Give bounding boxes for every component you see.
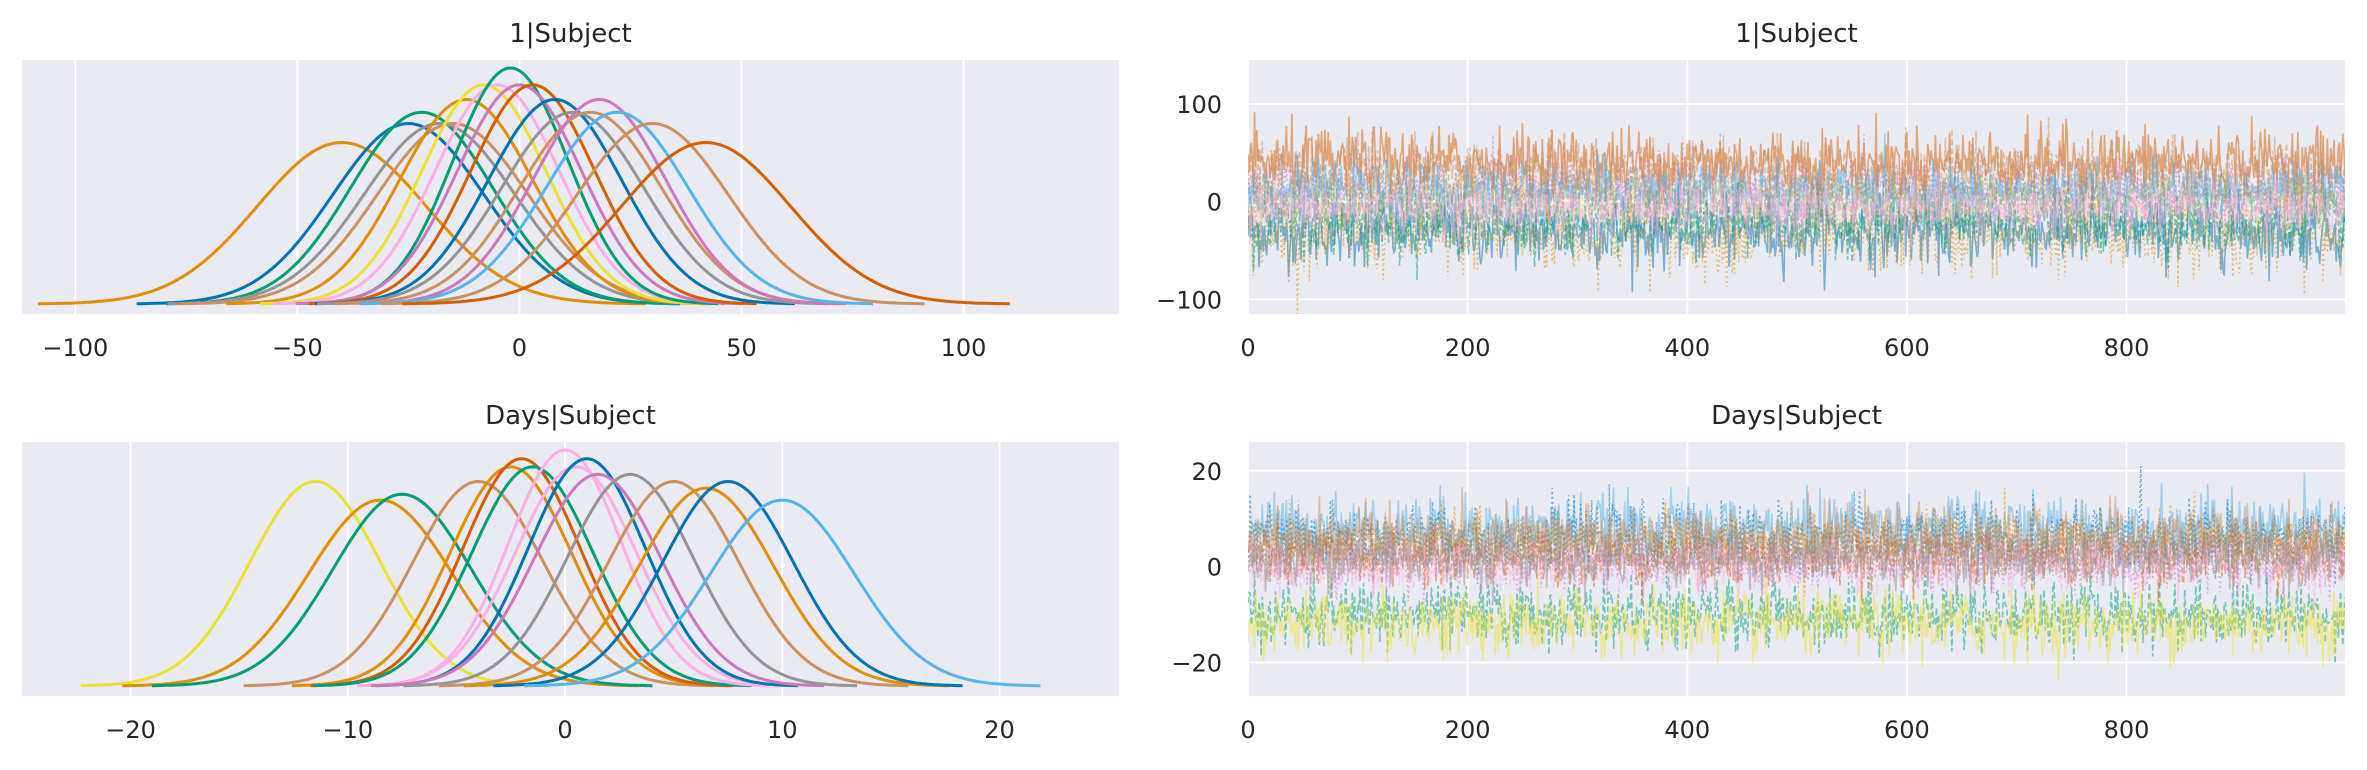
x-tick-label: 50 — [726, 334, 757, 362]
kde-series-line — [243, 479, 713, 688]
kde-series-line — [37, 140, 646, 306]
kde-series-line — [356, 465, 795, 688]
panel-trace-intercept: 1|Subject 0 200 400 600 800 −100 0 100 — [1156, 19, 2345, 362]
panel-title: 1|Subject — [1735, 19, 1858, 49]
x-tick-label: −20 — [105, 716, 156, 744]
kde-series-line — [313, 465, 752, 688]
x-tick-label: 400 — [1664, 716, 1710, 744]
kde-series-line — [380, 121, 925, 306]
x-tick-label: 20 — [984, 716, 1015, 744]
kde-series-line — [361, 110, 873, 306]
x-tick-label: −50 — [272, 334, 323, 362]
trace-series-line — [1248, 152, 2345, 247]
trace-series-line — [1248, 573, 2345, 680]
x-tick-label: 100 — [941, 334, 987, 362]
kde-series-line — [308, 83, 757, 306]
kde-series-line — [260, 83, 708, 306]
kde-series-line — [165, 110, 678, 306]
kde-series-line — [310, 457, 733, 688]
trace-series-line — [1248, 505, 2345, 606]
y-tick-label: 20 — [1191, 458, 1222, 486]
panel-title: Days|Subject — [485, 401, 656, 431]
kde-series-line — [273, 83, 722, 306]
plot-background — [22, 442, 1119, 696]
x-tick-label: 200 — [1445, 716, 1491, 744]
kde-series-line — [316, 110, 829, 306]
kde-series-line — [122, 498, 639, 688]
kde-series-line — [402, 140, 1010, 306]
x-tick-label: 600 — [1884, 716, 1930, 744]
kde-series-line — [295, 83, 744, 306]
kde-series-line — [167, 121, 712, 306]
x-tick-label: 800 — [2104, 716, 2150, 744]
kde-series-line — [439, 479, 909, 688]
kde-series-line — [493, 479, 963, 688]
panel-trace-days: Days|Subject 0 200 400 600 800 −20 0 20 — [1171, 401, 2345, 744]
x-tick-label: 0 — [512, 334, 527, 362]
trace-series-line — [1248, 472, 2345, 581]
panel-title: 1|Subject — [509, 19, 632, 49]
y-tick-label: 0 — [1207, 189, 1222, 217]
x-tick-label: 10 — [767, 716, 798, 744]
kde-series-line — [226, 97, 707, 306]
x-tick-label: 400 — [1664, 334, 1710, 362]
x-tick-label: 200 — [1445, 334, 1491, 362]
x-tick-label: 0 — [557, 716, 572, 744]
y-tick-label: −20 — [1171, 649, 1222, 677]
kde-series-line — [80, 479, 550, 688]
y-tick-label: −100 — [1156, 286, 1222, 314]
panel-title: Days|Subject — [1711, 401, 1882, 431]
panel-kde-days: Days|Subject −20 −10 0 10 20 — [22, 401, 1119, 744]
y-tick-label: 0 — [1207, 554, 1222, 582]
kde-series-line — [370, 472, 825, 688]
trace-series-line — [1248, 166, 2345, 242]
panel-kde-intercept: 1|Subject −100 −50 0 50 100 — [22, 19, 1119, 362]
plot-background — [22, 60, 1119, 314]
x-tick-label: −100 — [42, 334, 108, 362]
trace-series-line — [1248, 163, 2345, 248]
trace-series-line — [1248, 117, 2345, 225]
x-tick-label: 600 — [1884, 334, 1930, 362]
x-tick-label: −10 — [323, 716, 374, 744]
trace-series-line — [1248, 487, 2345, 585]
kde-series-line — [181, 121, 725, 306]
kde-series-line — [359, 97, 840, 306]
x-tick-label: 0 — [1240, 716, 1255, 744]
kde-series-line — [524, 498, 1041, 688]
kde-series-line — [463, 486, 949, 688]
kde-series-line — [403, 472, 858, 688]
x-tick-label: 800 — [2104, 334, 2150, 362]
kde-series-line — [315, 97, 795, 306]
x-tick-label: 0 — [1240, 334, 1255, 362]
kde-series-line — [291, 465, 730, 688]
y-tick-label: 100 — [1176, 91, 1222, 119]
